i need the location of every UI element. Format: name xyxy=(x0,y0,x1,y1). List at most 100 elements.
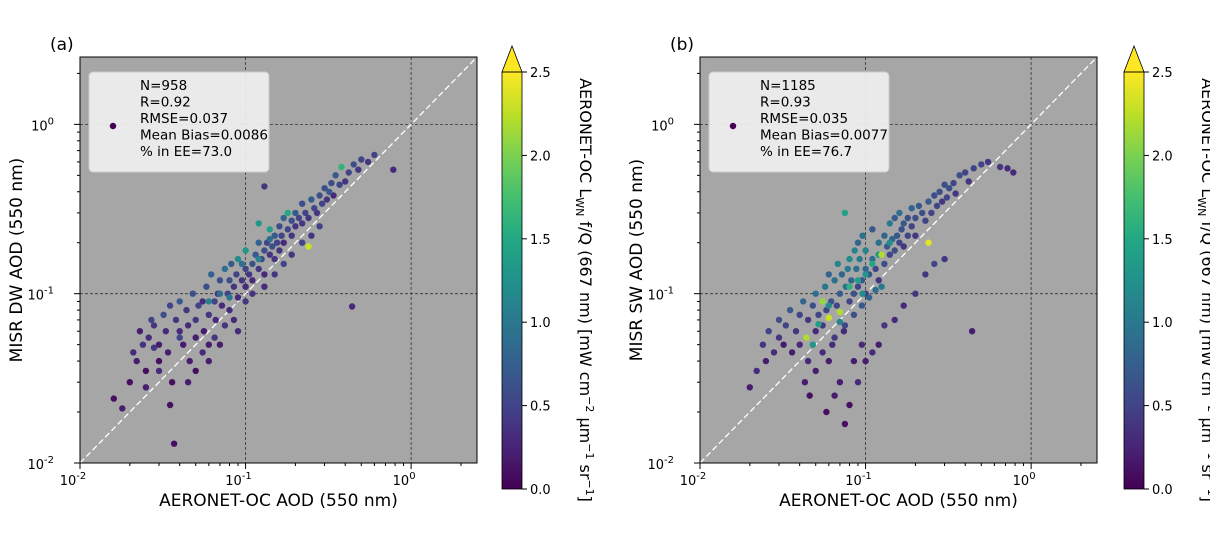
data-point xyxy=(183,306,190,314)
data-point xyxy=(242,298,249,305)
data-point xyxy=(900,220,907,227)
data-point xyxy=(862,265,869,273)
data-point xyxy=(119,405,126,412)
data-point xyxy=(218,302,226,309)
data-point xyxy=(804,357,812,365)
colorbar-tick-label: 2.0 xyxy=(1152,149,1173,164)
axes-frame xyxy=(79,56,478,464)
data-point xyxy=(978,161,985,168)
data-point xyxy=(858,302,866,309)
data-point xyxy=(305,214,312,222)
colorbar-tick-label: 1.0 xyxy=(530,316,551,331)
data-point xyxy=(326,188,333,195)
data-point xyxy=(280,239,287,246)
data-point xyxy=(205,341,212,348)
data-point xyxy=(858,341,866,348)
data-point xyxy=(753,367,760,375)
data-point xyxy=(355,166,362,173)
data-point xyxy=(390,166,397,173)
data-point xyxy=(846,283,853,290)
data-point xyxy=(819,349,826,356)
data-point xyxy=(854,283,862,290)
data-point xyxy=(345,169,352,176)
data-point xyxy=(770,349,778,356)
data-point xyxy=(846,298,853,305)
data-point xyxy=(804,316,812,324)
data-point xyxy=(318,200,326,207)
data-point xyxy=(881,232,888,239)
x-tick-label: 10-1 xyxy=(225,471,252,489)
legend-line: Mean Bias=0.0077 xyxy=(760,128,888,144)
data-point xyxy=(904,214,911,222)
data-point xyxy=(831,392,838,399)
data-point xyxy=(762,357,770,365)
data-point xyxy=(205,311,212,318)
data-point xyxy=(915,202,923,210)
data-point xyxy=(1004,165,1011,172)
data-point xyxy=(311,205,318,212)
colorbar-tick-label: 0.0 xyxy=(530,483,551,498)
data-point xyxy=(130,349,137,356)
legend-line: % in EE=73.0 xyxy=(140,144,232,160)
data-point xyxy=(234,328,242,335)
colorbar-tick-label: 1.0 xyxy=(1152,316,1173,331)
data-point xyxy=(825,271,832,278)
data-point xyxy=(869,255,876,263)
data-point xyxy=(941,255,948,263)
y-tick-label: 10-2 xyxy=(27,455,54,473)
data-point xyxy=(782,322,789,329)
data-point xyxy=(280,260,287,268)
data-point xyxy=(278,232,285,239)
data-point xyxy=(172,316,180,324)
data-point xyxy=(164,349,172,356)
data-point xyxy=(136,328,144,335)
colorbar-gradient xyxy=(1124,72,1144,489)
data-point xyxy=(162,328,169,335)
data-point xyxy=(908,223,915,230)
colorbar-tick-label: 2.5 xyxy=(1152,66,1173,81)
data-point xyxy=(831,277,838,284)
data-point xyxy=(211,298,218,305)
legend-line: RMSE=0.035 xyxy=(760,111,848,127)
data-point xyxy=(184,322,192,329)
data-point xyxy=(255,255,262,263)
data-point xyxy=(919,209,926,217)
data-point xyxy=(851,247,858,254)
data-point xyxy=(330,192,337,199)
data-point xyxy=(238,277,246,284)
data-point xyxy=(170,440,178,447)
data-point xyxy=(878,251,885,258)
data-point xyxy=(836,379,844,386)
data-point xyxy=(775,334,783,341)
panel-label: (b) xyxy=(670,35,694,55)
data-point xyxy=(199,349,206,356)
data-point xyxy=(212,316,219,324)
y-tick-label: 10-1 xyxy=(647,286,674,304)
colorbar-label: AERONET-OC LWN f/Q (667 nm) [mW cm−2 μm−… xyxy=(573,78,596,502)
data-point xyxy=(896,239,903,246)
x-tick-label: 10-1 xyxy=(845,471,872,489)
data-point xyxy=(234,294,242,301)
data-point xyxy=(821,283,829,290)
data-point xyxy=(184,379,192,386)
data-point xyxy=(266,226,273,233)
data-point xyxy=(838,271,846,278)
legend-line: N=958 xyxy=(140,78,187,94)
data-point xyxy=(336,181,343,188)
data-point xyxy=(150,322,158,329)
data-point xyxy=(854,239,862,246)
data-point xyxy=(796,341,803,348)
data-point xyxy=(850,290,858,297)
colorbar-frame xyxy=(1123,71,1145,490)
legend-line: R=0.93 xyxy=(760,95,811,111)
data-point xyxy=(922,217,929,224)
data-point xyxy=(295,214,303,222)
data-point xyxy=(872,286,879,294)
data-point xyxy=(836,308,844,316)
data-point xyxy=(840,328,848,335)
data-point xyxy=(938,198,946,205)
scatter-panel-b: 10-2 10-2 10-1 10-1 100 100 AERONET-OC AOD (55… xyxy=(627,35,1210,511)
data-point xyxy=(288,251,295,258)
data-point xyxy=(261,283,268,290)
